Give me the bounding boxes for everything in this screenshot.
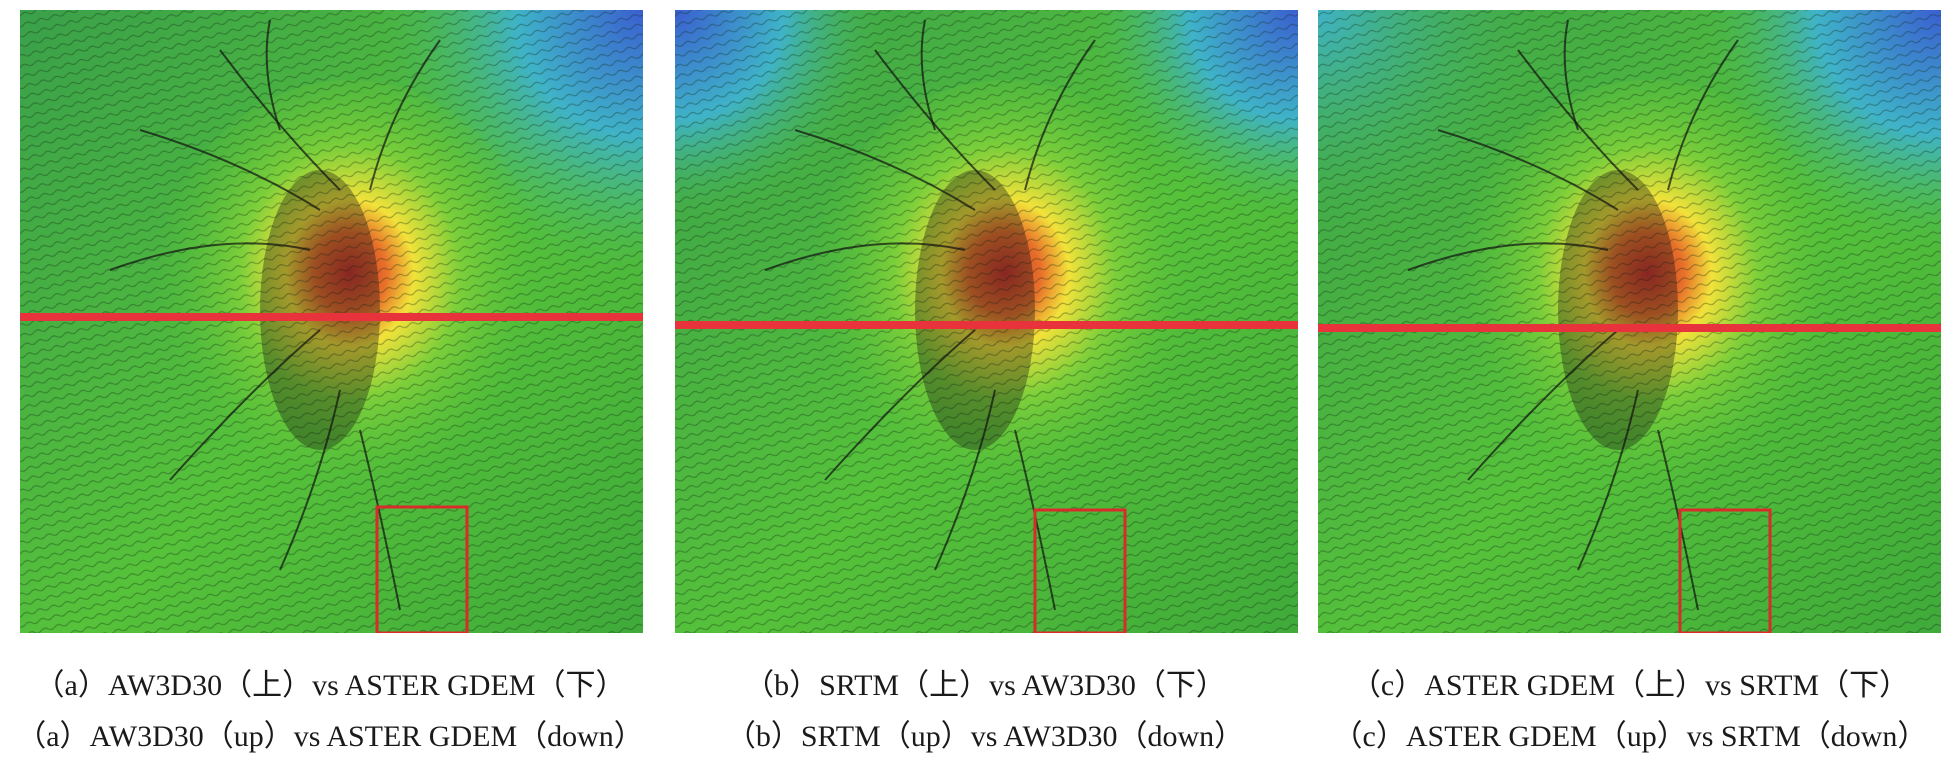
dem-map-a xyxy=(20,10,643,633)
caption-zh-b: （b）SRTM（上）vs AW3D30（下） xyxy=(744,669,1226,702)
panel-a: （a）AW3D30（上）vs ASTER GDEM（下） （a）AW3D30（u… xyxy=(10,0,650,782)
dem-map-c xyxy=(1318,10,1941,633)
caption-en-a: （a）AW3D30（up）vs ASTER GDEM（down） xyxy=(16,720,644,753)
dem-map-b xyxy=(675,10,1298,633)
panel-c: （c）ASTER GDEM（上）vs SRTM（下） （c）ASTER GDEM… xyxy=(1310,0,1950,782)
dem-hillshade-a xyxy=(20,10,643,633)
caption-zh-a: （a）AW3D30（上）vs ASTER GDEM（下） xyxy=(34,669,626,702)
panel-b: （b）SRTM（上）vs AW3D30（下） （b）SRTM（up）vs AW3… xyxy=(665,0,1305,782)
highlight-box-c xyxy=(1678,508,1772,633)
highlight-box-b xyxy=(1033,508,1127,633)
highlight-box-a xyxy=(375,505,469,633)
dem-hillshade-b xyxy=(675,10,1298,633)
dem-hillshade-c xyxy=(1318,10,1941,633)
caption-en-c: （c）ASTER GDEM（up）vs SRTM（down） xyxy=(1332,720,1928,753)
caption-zh-c: （c）ASTER GDEM（上）vs SRTM（下） xyxy=(1350,669,1910,702)
caption-en-b: （b）SRTM（up）vs AW3D30（down） xyxy=(725,720,1245,753)
